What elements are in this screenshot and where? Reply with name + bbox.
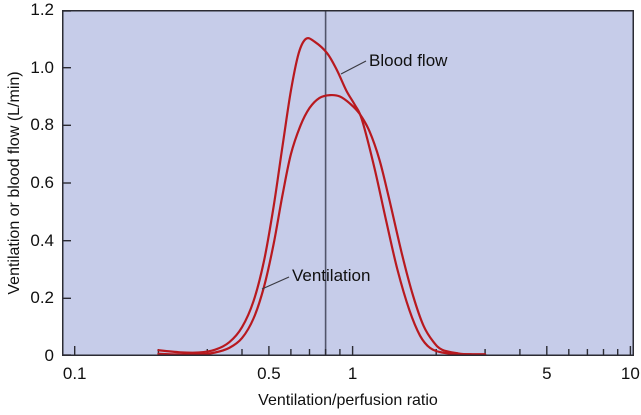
x-tick-label: 10 xyxy=(620,364,640,383)
x-tick-label: 0.5 xyxy=(257,364,281,383)
annotation-label-ventilation: Ventilation xyxy=(292,266,371,285)
annotation-leader-ventilation xyxy=(261,276,290,290)
plot-border xyxy=(62,10,634,356)
chart-canvas xyxy=(62,10,634,356)
y-tick-label: 1.0 xyxy=(30,57,54,77)
ventilation-curve xyxy=(157,93,487,356)
y-tick-label: 0.6 xyxy=(30,173,54,192)
y-tick-label: 0.4 xyxy=(30,230,54,250)
annotation-label-blood-flow: Blood flow xyxy=(369,51,448,70)
x-axis-title: Ventilation/perfusion ratio xyxy=(258,392,438,409)
x-tick-label: 5 xyxy=(542,364,552,383)
y-tick-label: 0 xyxy=(44,346,54,365)
blood-flow-curve xyxy=(157,37,487,356)
plot-area xyxy=(62,10,634,356)
x-tick-label: 0.1 xyxy=(62,364,87,383)
y-axis-title: Ventilation or blood flow (L/min) xyxy=(6,71,23,295)
y-tick-label: 0.2 xyxy=(30,288,54,308)
annotation-leader-blood-flow xyxy=(340,60,367,75)
x-tick-label: 1 xyxy=(347,364,358,383)
y-tick-label: 1.2 xyxy=(30,0,54,19)
y-tick-label: 0.8 xyxy=(30,115,54,135)
